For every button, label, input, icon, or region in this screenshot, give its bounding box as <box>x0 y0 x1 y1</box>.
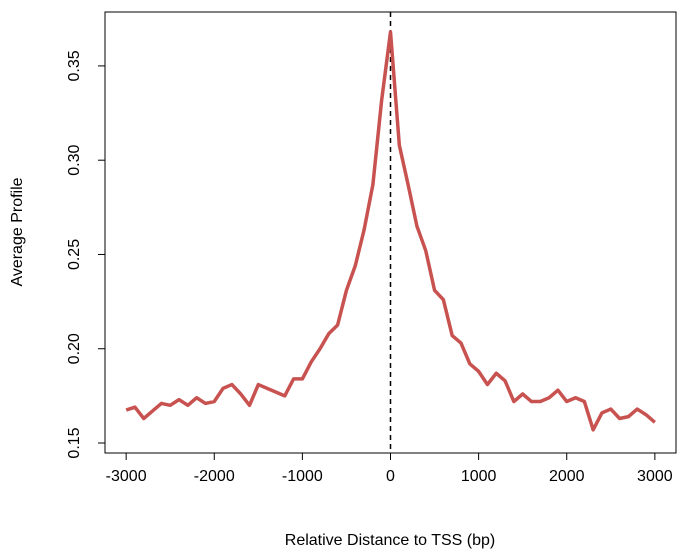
y-tick-label: 0.20 <box>66 333 83 364</box>
y-tick-label: 0.15 <box>66 427 83 458</box>
x-tick-label: 1000 <box>461 468 497 485</box>
x-tick-label: 3000 <box>637 468 673 485</box>
x-tick-label: 2000 <box>549 468 585 485</box>
data-line <box>125 30 656 432</box>
y-tick-label: 0.25 <box>66 239 83 270</box>
x-tick-label: -2000 <box>194 468 235 485</box>
x-tick-label: 0 <box>386 468 395 485</box>
y-tick-label: 0.35 <box>66 50 83 81</box>
x-tick-label: -1000 <box>282 468 323 485</box>
x-axis-label: Relative Distance to TSS (bp) <box>285 532 495 549</box>
x-tick-label: -3000 <box>106 468 147 485</box>
y-tick-label: 0.30 <box>66 145 83 176</box>
y-axis-label: Average Profile <box>9 177 26 286</box>
